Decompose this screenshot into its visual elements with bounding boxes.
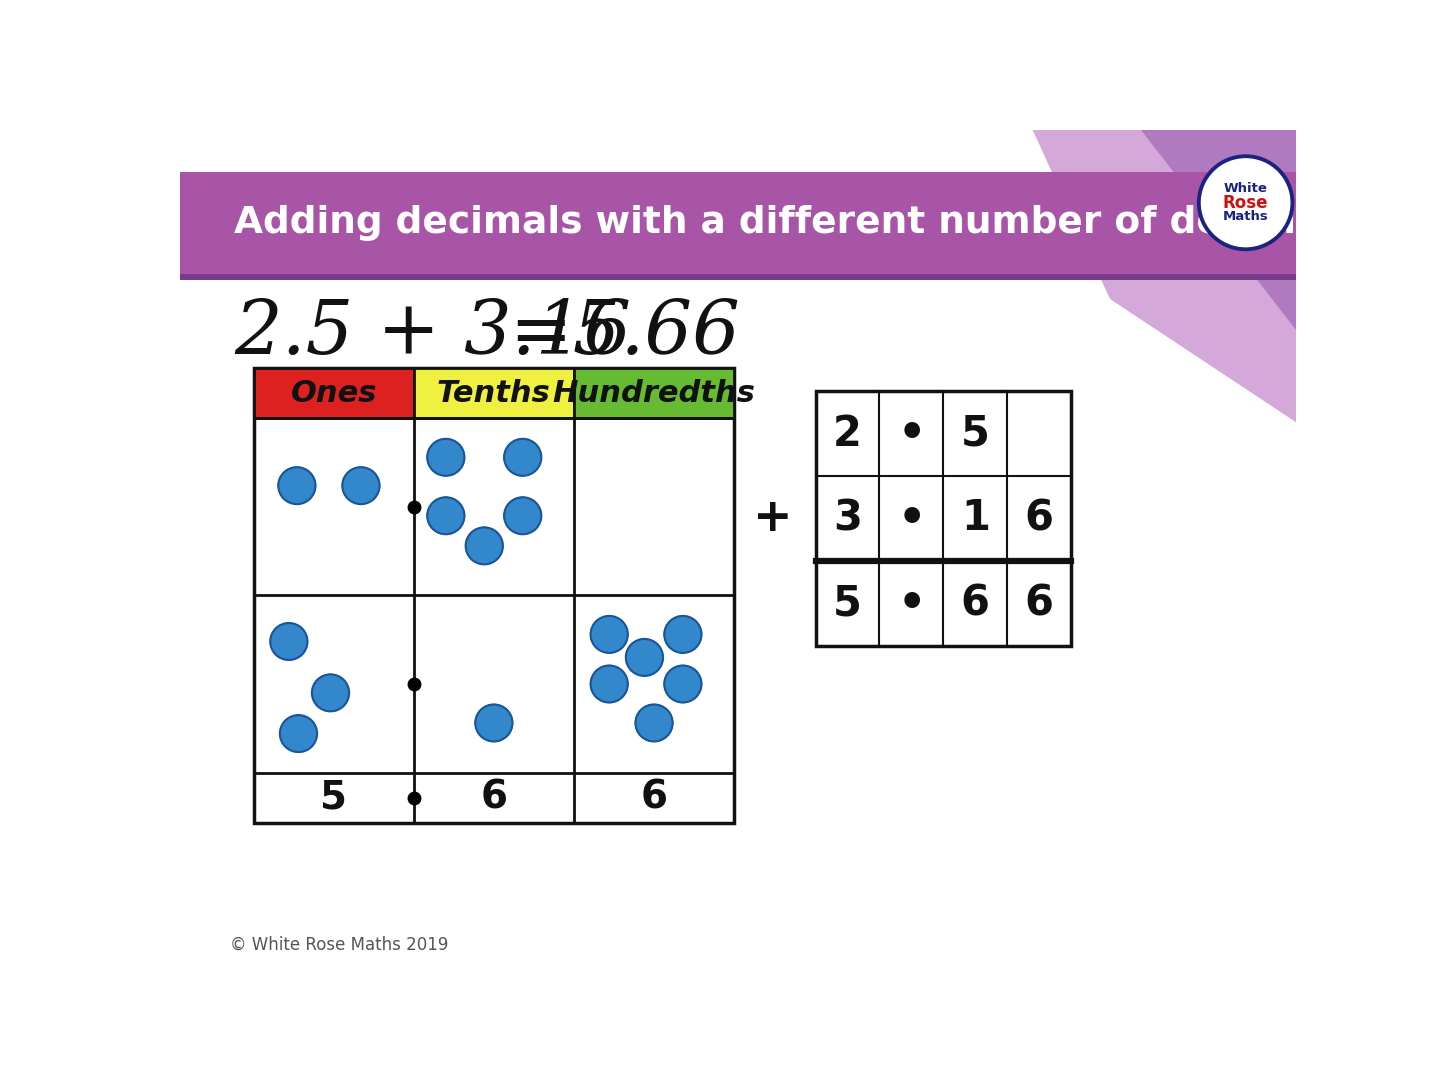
Circle shape (664, 665, 701, 702)
Text: •: • (897, 582, 926, 624)
Circle shape (312, 674, 348, 712)
Text: 2.5 + 3.16: 2.5 + 3.16 (235, 297, 631, 369)
Text: Rose: Rose (1223, 193, 1269, 212)
Text: 6: 6 (1025, 498, 1054, 539)
Circle shape (1198, 156, 1293, 251)
Text: •: • (897, 497, 926, 540)
Bar (253, 368, 734, 823)
Bar (253, 368, 413, 418)
Text: 2: 2 (832, 413, 863, 455)
Text: 6: 6 (960, 582, 989, 624)
Text: 5: 5 (832, 582, 863, 624)
Bar (815, 391, 1071, 646)
Polygon shape (1032, 130, 1296, 422)
Text: +: + (753, 496, 792, 541)
Bar (413, 368, 575, 418)
Bar (575, 368, 734, 418)
Circle shape (626, 639, 662, 676)
Text: Hundredths: Hundredths (553, 379, 756, 408)
Circle shape (504, 438, 541, 476)
Text: Ones: Ones (291, 379, 377, 408)
Circle shape (504, 497, 541, 535)
Circle shape (279, 715, 317, 752)
Text: 6: 6 (1025, 582, 1054, 624)
Circle shape (278, 468, 315, 504)
Text: © White Rose Maths 2019: © White Rose Maths 2019 (230, 935, 449, 954)
Polygon shape (1140, 130, 1296, 329)
Circle shape (475, 704, 513, 742)
Text: 3: 3 (832, 498, 863, 539)
Circle shape (590, 665, 628, 702)
Circle shape (1201, 159, 1290, 246)
Text: Tenths: Tenths (436, 379, 550, 408)
Text: 6: 6 (481, 779, 507, 816)
Circle shape (428, 497, 465, 535)
Circle shape (465, 527, 503, 565)
Text: White: White (1224, 183, 1267, 195)
Text: 5: 5 (960, 413, 989, 455)
Text: Adding decimals with a different number of decimal places: Adding decimals with a different number … (235, 205, 1440, 241)
Circle shape (271, 623, 308, 660)
Circle shape (664, 616, 701, 653)
Circle shape (590, 616, 628, 653)
Text: 1: 1 (960, 498, 989, 539)
Text: 5: 5 (320, 779, 347, 816)
Text: 6: 6 (641, 779, 668, 816)
Circle shape (635, 704, 672, 742)
Bar (180, 172, 1296, 280)
Circle shape (343, 468, 380, 504)
Text: •: • (897, 413, 926, 456)
Circle shape (428, 438, 465, 476)
Bar (180, 273, 1296, 280)
Text: Maths: Maths (1223, 211, 1269, 224)
Text: =5.66: =5.66 (487, 297, 740, 369)
